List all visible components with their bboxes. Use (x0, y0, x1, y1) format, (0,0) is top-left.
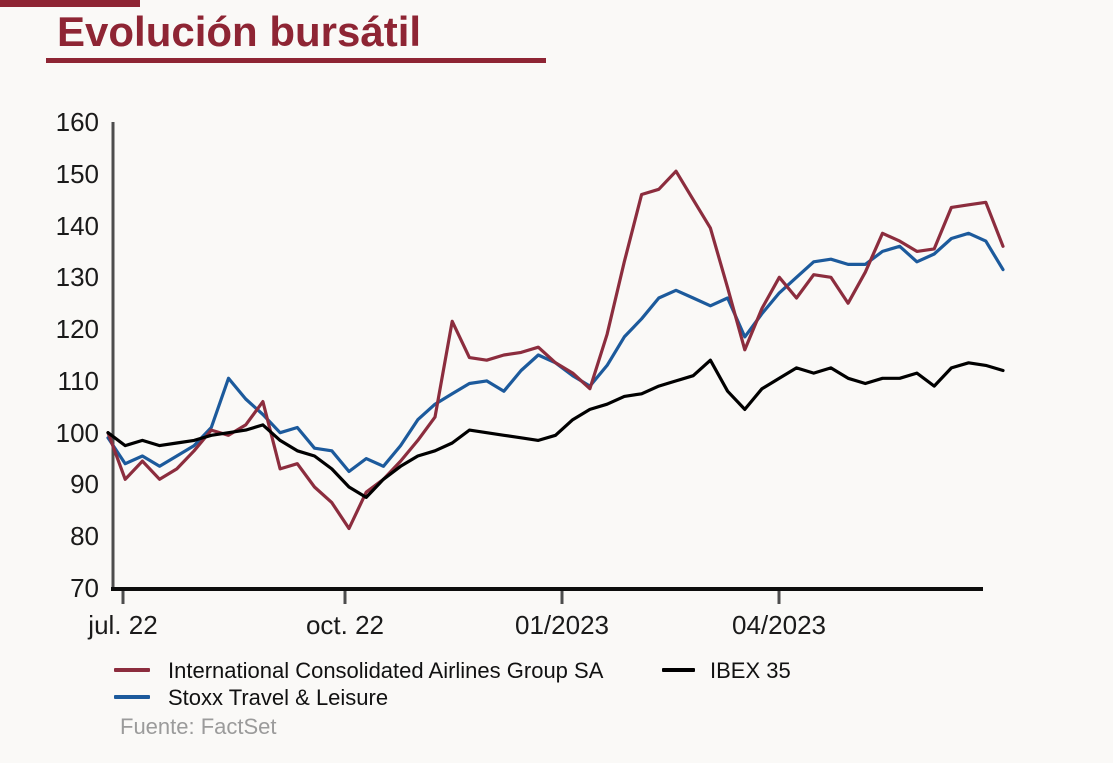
y-axis-label-110: 110 (58, 366, 99, 396)
y-axis-label-80: 80 (70, 521, 99, 551)
x-axis-label-012023: 01/2023 (515, 610, 609, 640)
y-axis-label-140: 140 (56, 211, 99, 241)
y-axis-label-100: 100 (56, 418, 99, 448)
decorative-top-strip (0, 0, 140, 7)
legend-label-ibex35: IBEX 35 (710, 658, 791, 683)
title-underline (46, 58, 546, 63)
y-axis-label-160: 160 (56, 107, 99, 137)
y-axis-label-130: 130 (56, 262, 99, 292)
page-title: Evolución bursátil (57, 8, 422, 55)
series-line-ibex35 (106, 358, 1005, 499)
legend-swatch-iag (114, 668, 150, 672)
y-axis-label-90: 90 (70, 469, 99, 499)
y-axis-label-150: 150 (56, 159, 99, 189)
y-axis-label-120: 120 (56, 314, 99, 344)
x-axis-label-oct22: oct. 22 (306, 610, 384, 640)
source-note: Fuente: FactSet (120, 714, 277, 739)
x-axis-label-042023: 04/2023 (732, 610, 826, 640)
x-axis-label-jul22: jul. 22 (87, 610, 157, 640)
legend-label-iag: International Consolidated Airlines Grou… (168, 658, 604, 683)
series-line-iag (106, 169, 1005, 531)
legend-label-stoxx: Stoxx Travel & Leisure (168, 685, 389, 710)
legend-swatch-ibex35 (662, 668, 695, 672)
y-axis-label-70: 70 (70, 573, 99, 603)
legend-swatch-stoxx (114, 695, 150, 699)
